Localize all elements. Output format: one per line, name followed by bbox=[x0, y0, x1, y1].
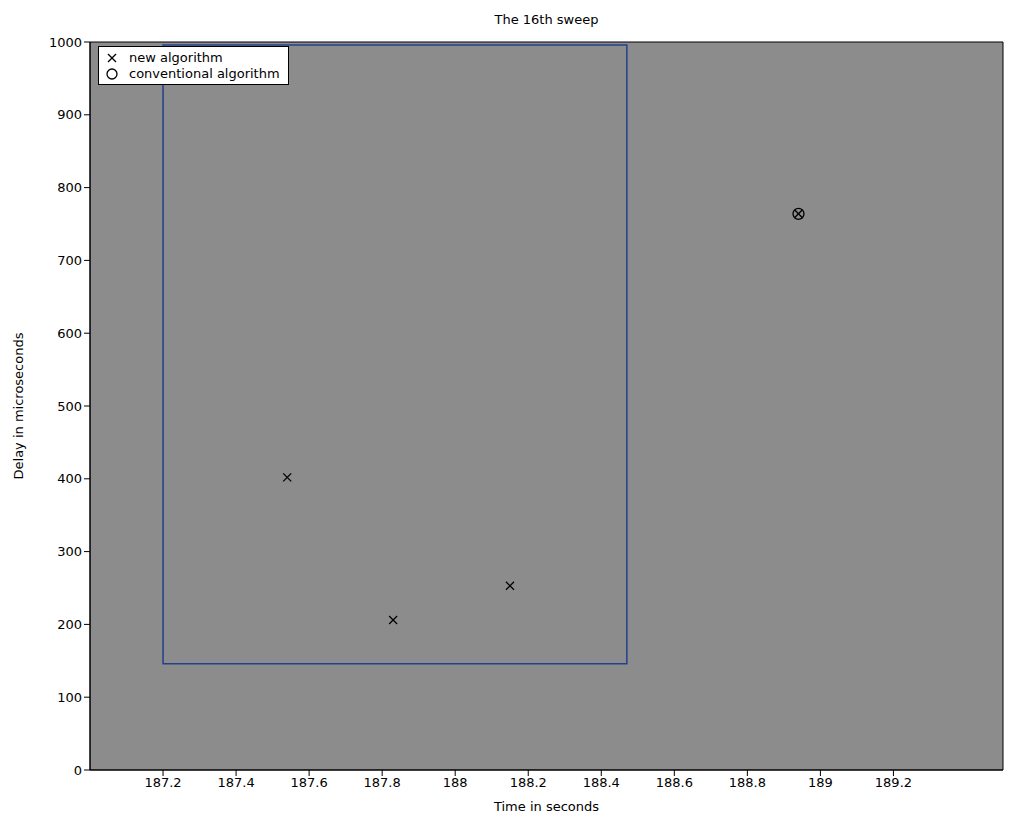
svg-text:189.2: 189.2 bbox=[875, 775, 912, 790]
html-text:conventional algorithm: conventional algorithm bbox=[129, 66, 280, 81]
svg-text:Delay in microseconds: Delay in microseconds bbox=[11, 332, 26, 479]
svg-text:0: 0 bbox=[74, 763, 82, 778]
svg-text:700: 700 bbox=[57, 253, 82, 268]
svg-text:Time in seconds: Time in seconds bbox=[493, 799, 599, 814]
svg-text:188.8: 188.8 bbox=[729, 775, 766, 790]
svg-text:900: 900 bbox=[57, 107, 82, 122]
svg-text:187.2: 187.2 bbox=[144, 775, 181, 790]
svg-text:188: 188 bbox=[443, 775, 468, 790]
html-text:new algorithm: new algorithm bbox=[129, 49, 223, 65]
svg-text:100: 100 bbox=[57, 690, 82, 705]
svg-text:189: 189 bbox=[808, 775, 833, 790]
svg-text:300: 300 bbox=[57, 544, 82, 559]
svg-text:188.2: 188.2 bbox=[510, 775, 547, 790]
svg-text:188.6: 188.6 bbox=[656, 775, 693, 790]
svg-text:187.4: 187.4 bbox=[217, 775, 254, 790]
svg-text:187.6: 187.6 bbox=[291, 775, 328, 790]
svg-text:187.8: 187.8 bbox=[364, 775, 401, 790]
html-text:The 16th sweep: The 16th sweep bbox=[494, 12, 599, 27]
svg-text:500: 500 bbox=[57, 399, 82, 414]
svg-text:188.4: 188.4 bbox=[583, 775, 620, 790]
svg-text:1000: 1000 bbox=[49, 35, 82, 50]
svg-text:400: 400 bbox=[57, 471, 82, 486]
svg-text:800: 800 bbox=[57, 180, 82, 195]
svg-text:600: 600 bbox=[57, 326, 82, 341]
svg-text:200: 200 bbox=[57, 617, 82, 632]
